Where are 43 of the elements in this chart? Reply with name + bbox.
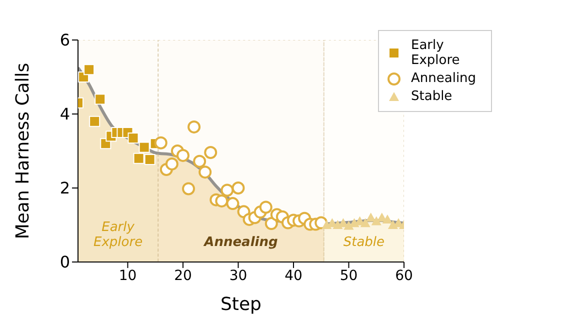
y-tick-label: 0 <box>60 252 70 272</box>
point <box>193 154 206 168</box>
point <box>215 194 228 208</box>
legend-label: Early Explore <box>411 38 461 68</box>
point <box>264 217 278 230</box>
point <box>232 182 245 194</box>
point <box>182 182 196 196</box>
band-label: Annealing <box>203 235 278 250</box>
point <box>371 216 382 226</box>
y-tick-label: 4 <box>60 104 70 124</box>
point <box>154 136 168 150</box>
x-tick-label: 50 <box>340 268 358 284</box>
point <box>259 200 272 214</box>
x-tick-label: 30 <box>229 268 248 284</box>
point <box>84 64 95 76</box>
point <box>366 212 376 222</box>
x-tick-label: 10 <box>118 268 137 284</box>
point <box>220 184 234 197</box>
point <box>94 94 106 105</box>
point <box>89 116 100 127</box>
point <box>128 132 139 144</box>
point <box>360 218 370 228</box>
legend-label: Annealing <box>411 71 476 86</box>
point <box>144 154 156 166</box>
y-tick-label: 6 <box>60 30 70 50</box>
x-tick-label: 20 <box>174 268 192 284</box>
point <box>176 148 190 162</box>
band-label: Early Explore <box>94 220 143 250</box>
point <box>226 197 240 210</box>
point <box>188 120 201 134</box>
point <box>198 166 212 179</box>
y-tick-label: 2 <box>60 178 70 198</box>
band-label: Stable <box>343 235 385 250</box>
point <box>382 214 392 224</box>
point <box>133 152 144 164</box>
point <box>138 142 150 153</box>
x-tick-label: 40 <box>284 268 302 284</box>
y-axis-title: Mean Harness Calls <box>12 62 34 240</box>
x-tick-label: 60 <box>395 268 413 284</box>
legend-label: Stable <box>411 89 452 104</box>
point <box>204 146 218 159</box>
x-axis-title: Step <box>220 294 262 315</box>
point <box>165 157 178 170</box>
